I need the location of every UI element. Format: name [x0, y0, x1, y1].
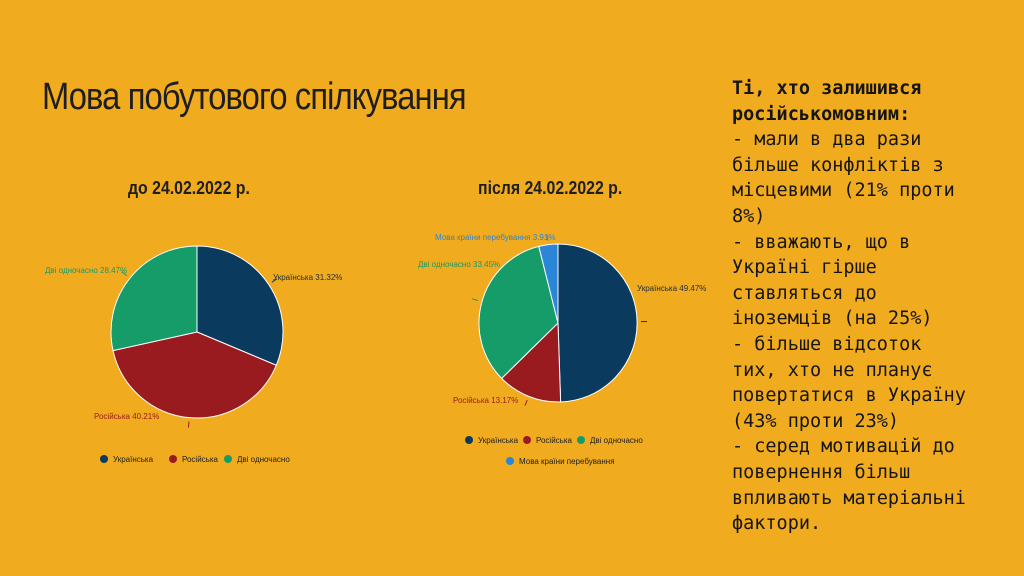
legend-item: Мова країни перебування	[506, 457, 615, 466]
data-label: Дві одночасно 33.45%	[418, 260, 500, 269]
legend-item: Українська	[465, 436, 519, 445]
side-text-line: - вважають, що в	[732, 231, 911, 253]
side-text-line: повернення більш	[732, 461, 911, 483]
leader-line	[546, 234, 549, 241]
pie-slice	[538, 243, 559, 324]
side-text-line: - більше відсоток	[732, 333, 922, 355]
pie-slice	[110, 245, 198, 352]
leader-line	[524, 399, 528, 406]
side-text-line: більше конфліктів з	[732, 154, 944, 176]
pie-slice	[500, 321, 562, 403]
side-text-line: Ті, хто залишився	[732, 78, 922, 99]
legend-swatch	[169, 455, 177, 463]
pie-slice	[196, 245, 284, 366]
side-text-line: Україні гірше	[732, 257, 877, 279]
pie-slice	[478, 245, 559, 380]
leader-line	[472, 298, 479, 301]
slide-title: Мова побутового спілкування	[42, 76, 467, 118]
pie-chart-after: Українська 49.47% Російська 13.17% Дві одн…	[418, 233, 706, 466]
side-text-line: (43% проти 23%)	[732, 410, 900, 432]
data-label: Російська 40.21%	[94, 412, 159, 421]
data-label: Українська 49.47%	[637, 284, 706, 293]
side-text-line: фактори.	[732, 513, 822, 535]
leader-line	[187, 421, 190, 428]
legend-label: Українська	[478, 436, 519, 445]
chart-title-after: після 24.02.2022 р.	[478, 178, 623, 198]
pie-slice	[557, 243, 638, 403]
data-label: Мова країни перебування 3.91%	[435, 233, 555, 242]
legend-label: Дві одночасно	[237, 455, 290, 464]
legend-swatch	[224, 455, 232, 463]
legend-item: Російська	[169, 455, 219, 464]
data-label: Російська 13.17%	[453, 396, 518, 405]
side-text-line: тих, хто не планує	[732, 359, 933, 381]
pie-slice	[112, 331, 277, 419]
side-text-line: - мали в два рази	[732, 129, 922, 151]
pie-chart-before: Українська 31.32% Російська 40.21% Дві одн…	[45, 245, 342, 464]
legend-item: Українська	[100, 455, 154, 464]
legend-item: Дві одночасно	[224, 455, 290, 464]
data-label: Дві одночасно 28.47%	[45, 266, 127, 275]
side-text-line: 8%)	[732, 205, 766, 227]
side-text-line: іноземців (на 25%)	[732, 308, 933, 330]
side-text-block: Ті, хто залишився російськомовним: - мали …	[732, 76, 1012, 537]
side-text-line: російськомовним:	[732, 103, 911, 125]
leader-line	[271, 278, 278, 283]
leader-line	[121, 271, 128, 277]
legend-swatch	[465, 436, 473, 444]
legend-swatch	[506, 457, 514, 465]
legend-label: Російська	[536, 436, 573, 445]
legend-item: Російська	[523, 436, 573, 445]
side-text-line: місцевими (21% проти	[732, 180, 955, 202]
legend-label: Дві одночасно	[590, 436, 643, 445]
data-label: Українська 31.32%	[273, 273, 342, 282]
chart-title-before: до 24.02.2022 р.	[128, 178, 250, 198]
legend-label: Українська	[113, 455, 154, 464]
side-text-line: - серед мотивацій до	[732, 436, 955, 458]
side-text-line: впливають матеріальні	[732, 487, 966, 509]
legend-swatch	[577, 436, 585, 444]
legend-label: Російська	[182, 455, 219, 464]
legend-swatch	[100, 455, 108, 463]
legend-swatch	[523, 436, 531, 444]
side-text-line: ставляться до	[732, 282, 877, 304]
side-text-line: повертатися в Україну	[732, 385, 966, 407]
legend-item: Дві одночасно	[577, 436, 643, 445]
legend-label: Мова країни перебування	[519, 457, 615, 466]
